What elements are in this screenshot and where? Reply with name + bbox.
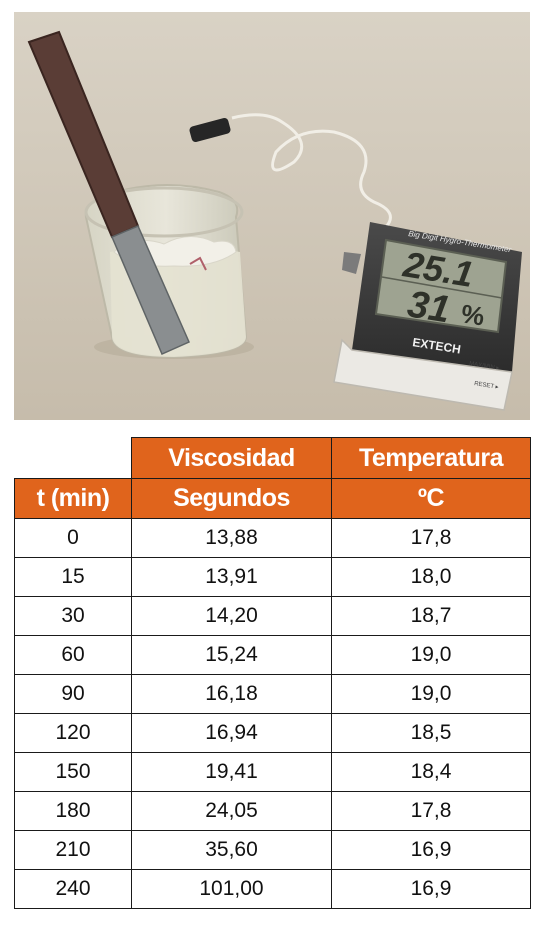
table-row: 30 14,20 18,7 bbox=[14, 596, 531, 636]
table-row: 240 101,00 16,9 bbox=[14, 869, 531, 909]
viscosity-cell: 35,60 bbox=[131, 830, 332, 870]
table-row: 210 35,60 16,9 bbox=[14, 830, 531, 870]
viscosity-cell: 101,00 bbox=[131, 869, 332, 909]
table-row: 90 16,18 19,0 bbox=[14, 674, 531, 714]
viscosity-temperature-table: Viscosidad Temperatura t (min) Segundos … bbox=[14, 437, 531, 909]
header-row-2: t (min) Segundos ºC bbox=[14, 478, 531, 519]
time-cell: 180 bbox=[14, 791, 132, 831]
temperature-cell: 18,0 bbox=[331, 557, 531, 597]
experiment-photo: 25.1 31 % Big Digit Hygro-Thermometer EX… bbox=[14, 12, 530, 420]
time-cell: 60 bbox=[14, 635, 132, 675]
viscosity-cell: 19,41 bbox=[131, 752, 332, 792]
temperature-cell: 18,4 bbox=[331, 752, 531, 792]
time-cell: 120 bbox=[14, 713, 132, 753]
table-row: 60 15,24 19,0 bbox=[14, 635, 531, 675]
temperature-cell: 19,0 bbox=[331, 635, 531, 675]
header-temperatura: Temperatura bbox=[331, 437, 531, 479]
temperature-cell: 17,8 bbox=[331, 518, 531, 558]
viscosity-cell: 24,05 bbox=[131, 791, 332, 831]
header-blank-cell bbox=[14, 437, 132, 479]
lcd-humidity: 31 bbox=[405, 283, 453, 331]
temperature-cell: 16,9 bbox=[331, 869, 531, 909]
time-cell: 15 bbox=[14, 557, 132, 597]
reset-button-label: RESET ▸ bbox=[474, 381, 499, 391]
temperature-cell: 18,7 bbox=[331, 596, 531, 636]
header-row-1: Viscosidad Temperatura bbox=[14, 437, 531, 479]
hygro-thermometer: 25.1 31 % Big Digit Hygro-Thermometer EX… bbox=[333, 222, 522, 411]
time-cell: 210 bbox=[14, 830, 132, 870]
spatula bbox=[27, 30, 190, 355]
temperature-cell: 18,5 bbox=[331, 713, 531, 753]
temperature-probe bbox=[189, 113, 392, 228]
time-cell: 90 bbox=[14, 674, 132, 714]
max-min-button-label: MAX/MIN ▸ bbox=[469, 361, 500, 372]
table-row: 15 13,91 18,0 bbox=[14, 557, 531, 597]
header-viscosidad-unit: Segundos bbox=[131, 478, 332, 519]
header-viscosidad: Viscosidad bbox=[131, 437, 332, 479]
temperature-cell: 17,8 bbox=[331, 791, 531, 831]
table-row: 180 24,05 17,8 bbox=[14, 791, 531, 831]
time-cell: 150 bbox=[14, 752, 132, 792]
time-cell: 0 bbox=[14, 518, 132, 558]
header-temperatura-unit: ºC bbox=[331, 478, 531, 519]
table-row: 120 16,94 18,5 bbox=[14, 713, 531, 753]
table-row: 150 19,41 18,4 bbox=[14, 752, 531, 792]
time-cell: 240 bbox=[14, 869, 132, 909]
time-cell: 30 bbox=[14, 596, 132, 636]
viscosity-cell: 13,91 bbox=[131, 557, 332, 597]
viscosity-cell: 16,18 bbox=[131, 674, 332, 714]
viscosity-cell: 14,20 bbox=[131, 596, 332, 636]
viscosity-cell: 16,94 bbox=[131, 713, 332, 753]
temperature-cell: 19,0 bbox=[331, 674, 531, 714]
temperature-cell: 16,9 bbox=[331, 830, 531, 870]
photo-illustration: 25.1 31 % Big Digit Hygro-Thermometer EX… bbox=[14, 12, 530, 420]
viscosity-cell: 15,24 bbox=[131, 635, 332, 675]
viscosity-cell: 13,88 bbox=[131, 518, 332, 558]
lcd-humidity-unit: % bbox=[459, 298, 487, 331]
table-row: 0 13,88 17,8 bbox=[14, 518, 531, 558]
header-time: t (min) bbox=[14, 478, 132, 519]
